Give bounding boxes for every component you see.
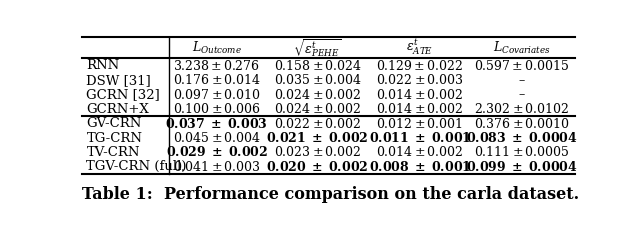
Text: GCRN+X: GCRN+X <box>86 103 149 116</box>
Text: $0.158 \pm 0.024$: $0.158 \pm 0.024$ <box>273 59 362 73</box>
Text: $\varepsilon^t_{ATE}$: $\varepsilon^t_{ATE}$ <box>406 38 433 58</box>
Text: $0.041 \pm 0.003$: $0.041 \pm 0.003$ <box>173 160 260 174</box>
Text: –: – <box>519 88 525 101</box>
Text: $0.129 \pm 0.022$: $0.129 \pm 0.022$ <box>376 59 463 73</box>
Text: $\sqrt{\varepsilon^t_{PEHE}}$: $\sqrt{\varepsilon^t_{PEHE}}$ <box>294 37 342 59</box>
Text: $0.022 \pm 0.003$: $0.022 \pm 0.003$ <box>376 73 464 87</box>
Text: TG-CRN: TG-CRN <box>86 131 143 144</box>
Text: $\mathbf{0.037\ \pm\ 0.003}$: $\mathbf{0.037\ \pm\ 0.003}$ <box>165 117 268 131</box>
Text: Table 1:  Performance comparison on the carla dataset.: Table 1: Performance comparison on the c… <box>83 185 580 203</box>
Text: –: – <box>519 74 525 87</box>
Text: GV-CRN: GV-CRN <box>86 117 142 130</box>
Text: $0.111 \pm 0.0005$: $0.111 \pm 0.0005$ <box>474 145 570 160</box>
Text: $2.302 \pm 0.0102$: $2.302 \pm 0.0102$ <box>474 102 570 116</box>
Text: $0.176 \pm 0.014$: $0.176 \pm 0.014$ <box>173 73 260 87</box>
Text: $3.238 \pm 0.276$: $3.238 \pm 0.276$ <box>173 59 260 73</box>
Text: $\mathbf{0.029\ \pm\ 0.002}$: $\mathbf{0.029\ \pm\ 0.002}$ <box>166 145 268 160</box>
Text: GCRN [32]: GCRN [32] <box>86 88 160 101</box>
Text: $\mathbf{0.008\ \pm\ 0.001}$: $\mathbf{0.008\ \pm\ 0.001}$ <box>369 160 471 174</box>
Text: $0.022 \pm 0.002$: $0.022 \pm 0.002$ <box>274 117 362 131</box>
Text: $0.597 \pm 0.0015$: $0.597 \pm 0.0015$ <box>474 59 570 73</box>
Text: $\mathbf{0.020\ \pm\ 0.002}$: $\mathbf{0.020\ \pm\ 0.002}$ <box>266 160 369 174</box>
Text: $0.023 \pm 0.002$: $0.023 \pm 0.002$ <box>274 145 362 160</box>
Text: $0.014 \pm 0.002$: $0.014 \pm 0.002$ <box>376 88 463 102</box>
Text: $0.012 \pm 0.001$: $0.012 \pm 0.001$ <box>376 117 463 131</box>
Text: $L_{Outcome}$: $L_{Outcome}$ <box>191 40 242 56</box>
Text: TV-CRN: TV-CRN <box>86 146 140 159</box>
Text: $\mathbf{0.083\ \pm\ 0.0004}$: $\mathbf{0.083\ \pm\ 0.0004}$ <box>467 131 578 145</box>
Text: $0.035 \pm 0.004$: $0.035 \pm 0.004$ <box>273 73 362 87</box>
Text: $0.376 \pm 0.0010$: $0.376 \pm 0.0010$ <box>474 117 570 131</box>
Text: $0.100 \pm 0.006$: $0.100 \pm 0.006$ <box>173 102 260 116</box>
Text: $\mathbf{0.011\ \pm\ 0.001}$: $\mathbf{0.011\ \pm\ 0.001}$ <box>369 131 471 145</box>
Text: $\mathbf{0.021\ \pm\ 0.002}$: $\mathbf{0.021\ \pm\ 0.002}$ <box>266 131 369 145</box>
Text: DSW [31]: DSW [31] <box>86 74 151 87</box>
Text: RNN: RNN <box>86 59 120 72</box>
Text: $\mathbf{0.099\ \pm\ 0.0004}$: $\mathbf{0.099\ \pm\ 0.0004}$ <box>467 160 578 174</box>
Text: TGV-CRN (full): TGV-CRN (full) <box>86 161 187 173</box>
Text: $0.014 \pm 0.002$: $0.014 \pm 0.002$ <box>376 145 463 160</box>
Text: $L_{Covariates}$: $L_{Covariates}$ <box>493 40 551 56</box>
Text: $0.024 \pm 0.002$: $0.024 \pm 0.002$ <box>274 88 362 102</box>
Text: $0.045 \pm 0.004$: $0.045 \pm 0.004$ <box>173 131 260 145</box>
Text: $0.024 \pm 0.002$: $0.024 \pm 0.002$ <box>274 102 362 116</box>
Text: $0.097 \pm 0.010$: $0.097 \pm 0.010$ <box>173 88 260 102</box>
Text: $0.014 \pm 0.002$: $0.014 \pm 0.002$ <box>376 102 463 116</box>
